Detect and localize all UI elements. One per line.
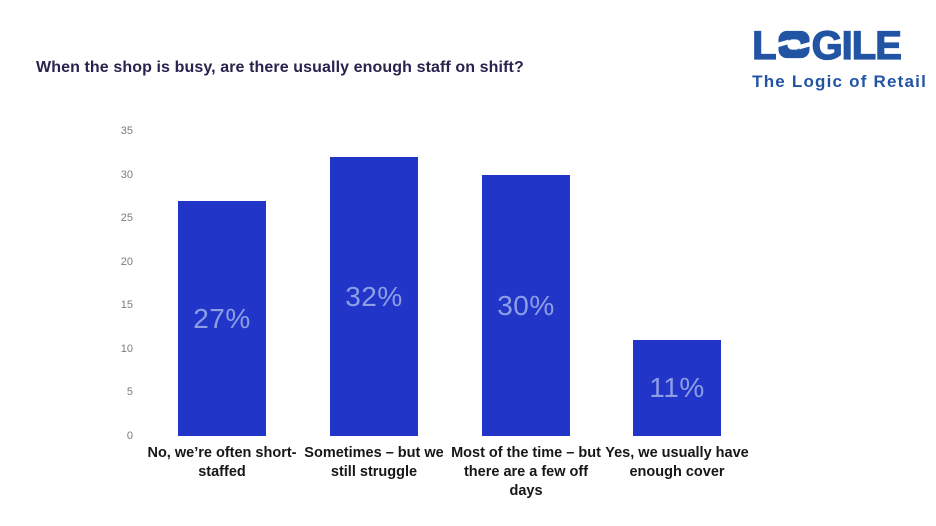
y-tick-label: 35 — [120, 125, 133, 137]
y-tick-label: 0 — [126, 430, 133, 442]
y-tick-label: 20 — [120, 256, 133, 268]
category-label: Most of the time – but there are a few o… — [451, 445, 601, 499]
logo-tagline: The Logic of Retail — [752, 72, 927, 91]
bar: 11% — [633, 340, 721, 436]
y-tick-label: 10 — [120, 343, 133, 355]
bar: 27% — [178, 201, 266, 436]
bar-value-label: 27% — [193, 302, 251, 334]
category-label: No, we’re often short-staffed — [147, 445, 297, 480]
logile-logo: L GILE The Logic of Retail — [751, 24, 927, 92]
bar: 32% — [330, 157, 418, 436]
chart-title: When the shop is busy, are there usually… — [36, 59, 524, 76]
logo-o-icon — [777, 30, 810, 59]
category-label: Sometimes – but we still struggle — [304, 445, 444, 480]
logo-text-gile: GILE — [811, 24, 903, 68]
logo-wordmark: L GILE — [751, 24, 927, 68]
y-tick-label: 5 — [126, 386, 133, 398]
bar: 30% — [482, 175, 570, 436]
y-tick-label: 25 — [120, 212, 133, 224]
y-tick-label: 30 — [120, 169, 133, 181]
logo-text-l: L — [751, 24, 777, 68]
category-label: Yes, we usually have enough cover — [605, 445, 749, 480]
bar-value-label: 11% — [649, 372, 705, 403]
bar-value-label: 30% — [497, 289, 555, 321]
bar-value-label: 32% — [345, 280, 403, 312]
y-tick-label: 15 — [120, 299, 133, 311]
